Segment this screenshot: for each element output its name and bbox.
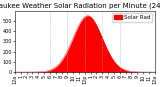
Title: Milwaukee Weather Solar Radiation per Minute (24 Hours): Milwaukee Weather Solar Radiation per Mi… (0, 3, 160, 9)
Legend: Solar Rad: Solar Rad (112, 13, 152, 22)
